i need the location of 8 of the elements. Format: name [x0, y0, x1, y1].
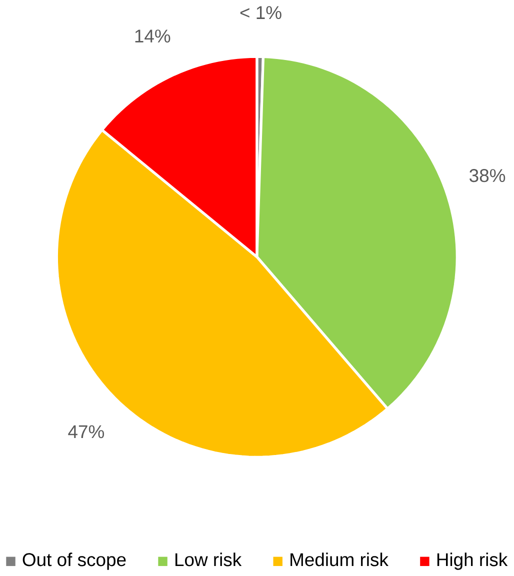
legend-label: Low risk [176, 552, 242, 566]
data-label: < 1% [240, 6, 282, 20]
data-label: 14% [135, 30, 170, 42]
legend-label: High risk [438, 552, 508, 570]
legend-label: Medium risk [290, 552, 389, 566]
data-label: 47% [68, 425, 104, 438]
data-label: 38% [470, 169, 506, 182]
legend-label: Out of scope [22, 552, 126, 570]
